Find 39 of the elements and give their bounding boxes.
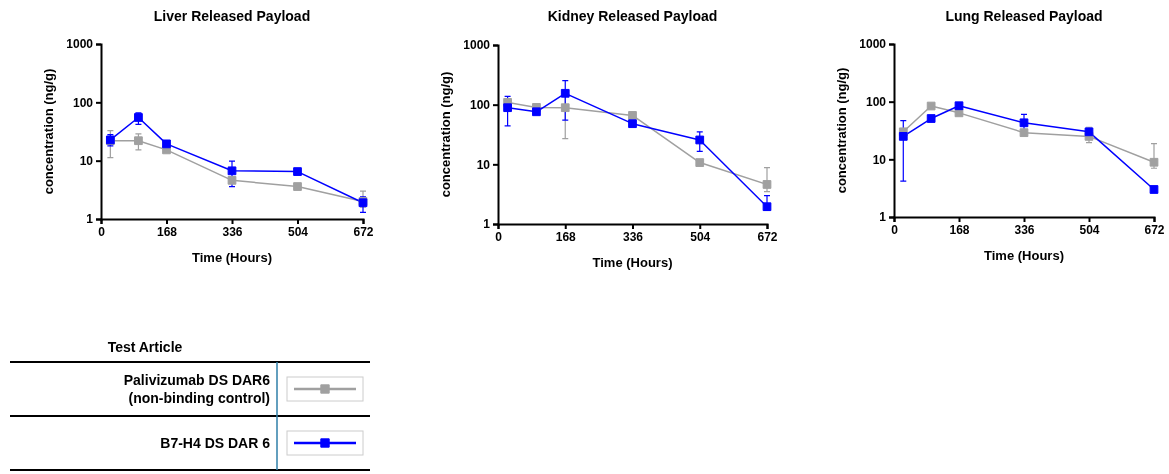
x-tick-label: 0: [98, 224, 106, 239]
x-tick-label: 672: [757, 229, 778, 244]
x-tick-label: 504: [1079, 222, 1100, 237]
x-tick-label: 168: [156, 224, 178, 239]
x-tick-label: 336: [622, 229, 644, 244]
y-tick-label: 1: [86, 212, 94, 227]
legend-label: B7-H4 DS DAR 6: [160, 435, 271, 451]
y-tick-label: 1: [483, 217, 491, 232]
y-axis-title: concentration (ng/g): [834, 67, 849, 194]
y-tick-label: 100: [469, 98, 491, 113]
y-axis-title: concentration (ng/g): [41, 68, 56, 195]
x-tick-label: 504: [690, 229, 711, 244]
x-tick-label: 672: [1144, 222, 1165, 237]
x-tick-label: 168: [555, 229, 577, 244]
y-tick-label: 1000: [859, 37, 887, 52]
x-tick-label: 168: [949, 222, 970, 237]
x-axis-title: Time (Hours): [192, 250, 272, 265]
chart-title: Lung Released Payload: [945, 8, 1103, 24]
x-tick-label: 336: [222, 224, 243, 239]
x-tick-label: 0: [891, 222, 899, 237]
y-tick-label: 100: [72, 95, 94, 110]
x-tick-label: 672: [353, 224, 374, 239]
x-axis-title: Time (Hours): [592, 255, 673, 270]
y-axis-title: concentration (ng/g): [438, 71, 453, 198]
y-tick-label: 100: [865, 95, 887, 110]
y-tick-label: 1: [879, 210, 887, 225]
chart-title: Liver Released Payload: [153, 8, 311, 24]
y-tick-label: 10: [872, 152, 887, 167]
x-tick-label: 504: [287, 224, 309, 239]
y-tick-label: 10: [476, 157, 491, 172]
x-axis-title: Time (Hours): [984, 248, 1064, 263]
y-tick-label: 1000: [463, 38, 491, 53]
y-tick-label: 1000: [66, 37, 94, 52]
x-tick-label: 0: [495, 229, 503, 244]
legend-label: Palivizumab DS DAR6 (non-binding control): [123, 372, 271, 406]
x-tick-label: 336: [1014, 222, 1035, 237]
y-tick-label: 10: [79, 154, 94, 169]
chart-title: Kidney Released Payload: [547, 8, 718, 24]
legend-title: Test Article: [107, 339, 183, 355]
